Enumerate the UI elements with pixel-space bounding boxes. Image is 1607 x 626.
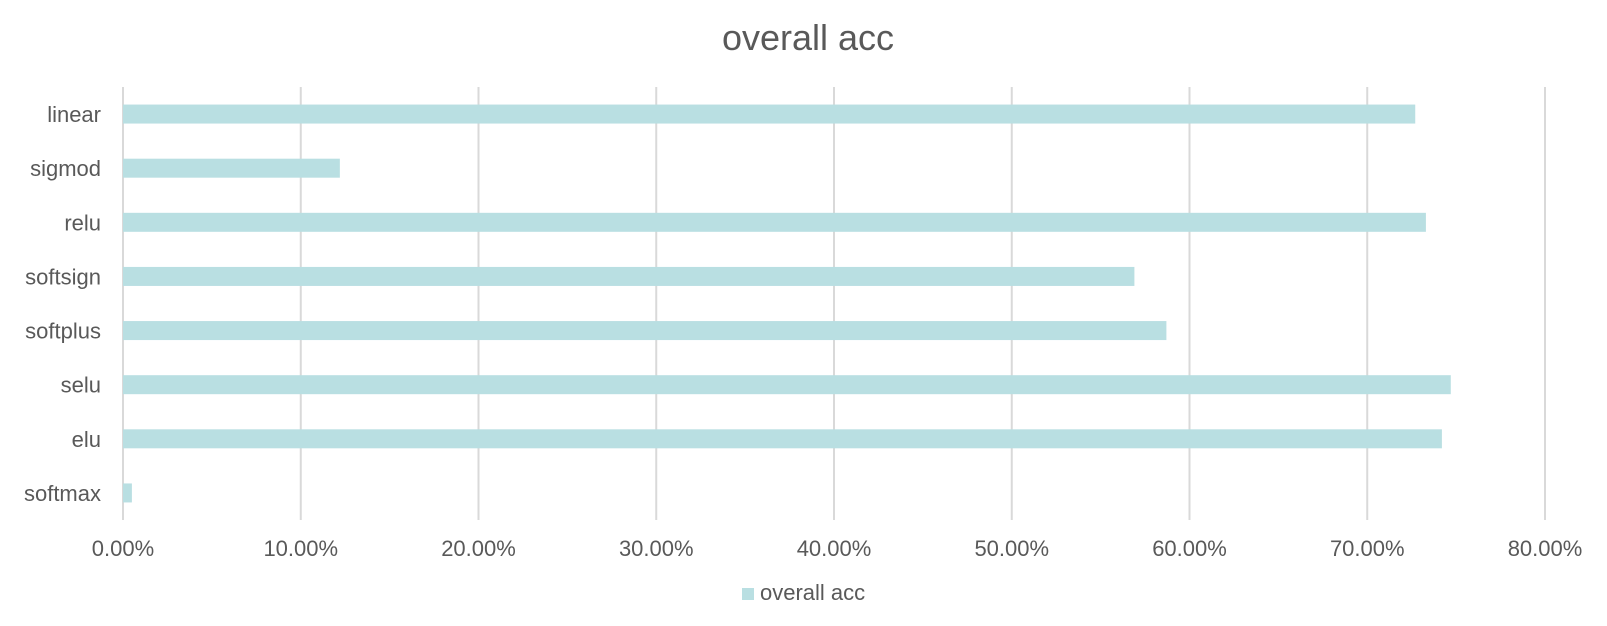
x-tick-label: 60.00% [1152, 536, 1227, 561]
bar-softplus [123, 321, 1167, 341]
legend: overall acc [742, 580, 865, 605]
category-label: softmax [24, 481, 101, 506]
x-tick-label: 20.00% [441, 536, 516, 561]
bars [123, 104, 1451, 503]
category-labels: linear sigmod relu softsign softplus selu elu s… [24, 102, 101, 506]
x-tick-label: 40.00% [797, 536, 872, 561]
x-tick-label: 70.00% [1330, 536, 1405, 561]
gridlines [122, 87, 1546, 520]
x-tick-label: 50.00% [974, 536, 1049, 561]
bar-elu [123, 429, 1442, 449]
bar-softsign [123, 266, 1135, 286]
x-tick-label: 30.00% [619, 536, 694, 561]
category-label: selu [61, 373, 101, 398]
bar-selu [123, 375, 1451, 395]
x-tick-label: 10.00% [263, 536, 338, 561]
legend-label: overall acc [760, 580, 865, 605]
category-label: linear [47, 102, 101, 127]
category-label: elu [72, 427, 101, 452]
bar-sigmod [123, 158, 340, 178]
x-tick-label: 0.00% [92, 536, 154, 561]
bar-linear [123, 104, 1416, 124]
x-tick-label: 80.00% [1508, 536, 1583, 561]
bar-softmax [123, 483, 132, 503]
category-label: softsign [25, 264, 101, 289]
chart-title: overall acc [722, 17, 894, 58]
category-label: softplus [25, 319, 101, 344]
category-label: relu [64, 210, 101, 235]
legend-swatch [742, 588, 754, 600]
bar-relu [123, 212, 1426, 232]
category-label: sigmod [30, 156, 101, 181]
x-tick-labels: 0.00% 10.00% 20.00% 30.00% 40.00% 50.00% 60.00… [92, 536, 1583, 561]
